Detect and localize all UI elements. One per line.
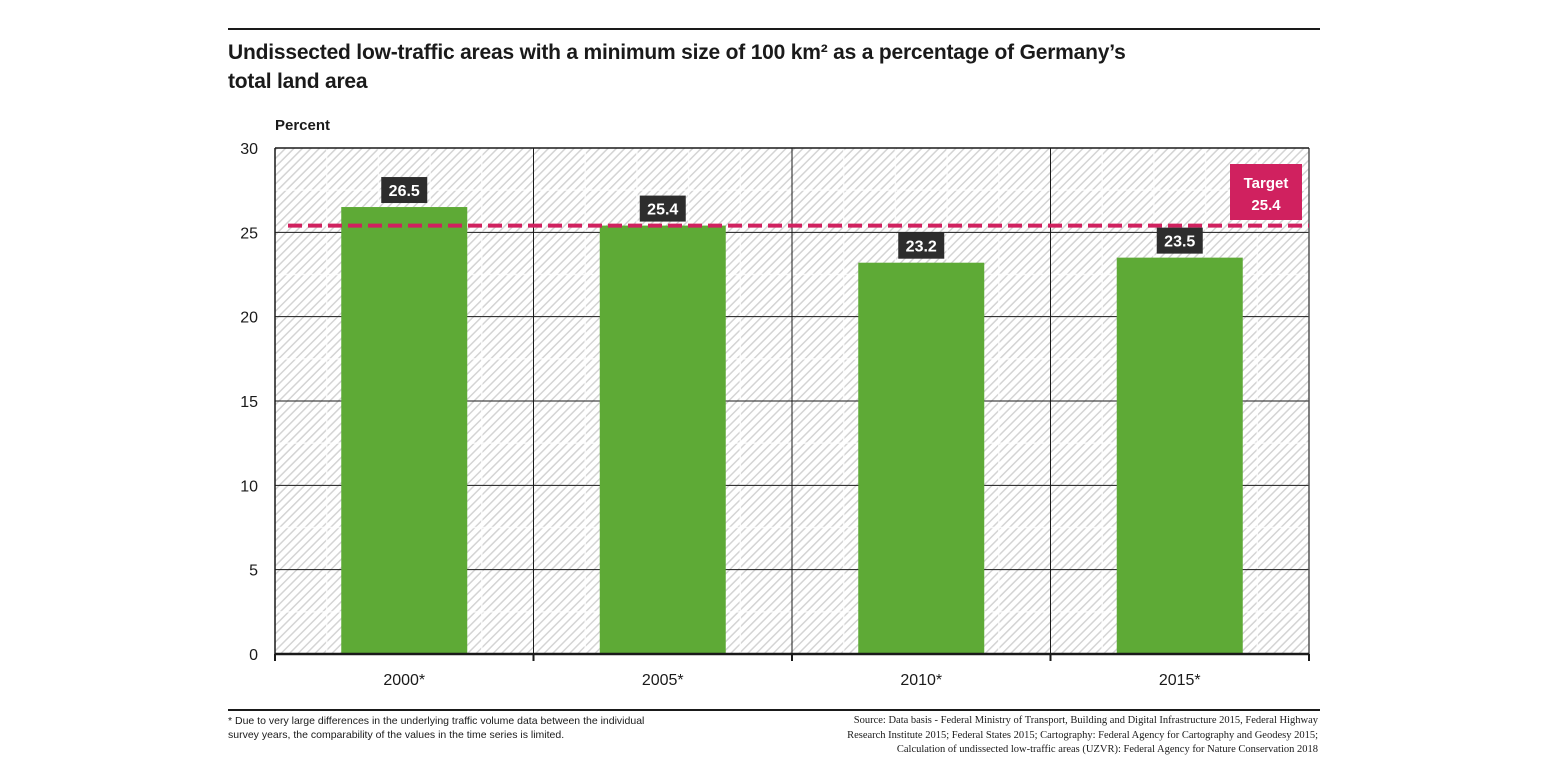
- y-tick-labels: 0 5 10 15 20 25 30: [240, 141, 258, 664]
- data-label: 23.5: [1164, 234, 1195, 251]
- bar-2010: [858, 262, 985, 654]
- bottom-rule: [228, 709, 1320, 711]
- y-tick-label: 5: [249, 563, 258, 580]
- y-tick-label: 0: [249, 647, 258, 664]
- chart-title-line-2: total land area: [228, 70, 368, 93]
- chart-title: Undissected low-traffic areas with a min…: [228, 38, 1228, 96]
- bar-2000: [341, 207, 468, 655]
- chart-title-line-1: Undissected low-traffic areas with a min…: [228, 41, 1126, 64]
- x-tick-label: 2010*: [900, 672, 942, 689]
- y-tick-label: 30: [240, 141, 258, 158]
- target-label-box: [1230, 164, 1302, 220]
- top-rule: [228, 28, 1320, 30]
- x-tick-label: 2015*: [1159, 672, 1201, 689]
- y-tick-label: 20: [240, 310, 258, 327]
- y-tick-label: 25: [240, 225, 258, 242]
- x-tick-label: 2000*: [383, 672, 425, 689]
- data-label-box: [898, 232, 945, 259]
- bar-2005: [599, 225, 726, 654]
- source-line-2: Research Institute 2015; Federal States …: [847, 729, 1318, 741]
- bars: [341, 207, 1243, 655]
- x-tick-labels: 2000* 2005* 2010* 2015*: [383, 672, 1200, 689]
- data-label-box: [639, 195, 686, 222]
- footnote-line-2: survey years, the comparability of the v…: [228, 729, 565, 741]
- data-label-box: [381, 177, 428, 204]
- y-tick-label: 15: [240, 394, 258, 411]
- data-label: 25.4: [647, 202, 678, 219]
- target-label-title: Target: [1244, 175, 1289, 192]
- bar-2015: [1116, 257, 1243, 654]
- data-label: 23.2: [906, 239, 937, 256]
- y-tick-label: 10: [240, 478, 258, 495]
- target-line-group: Target 25.4: [288, 164, 1309, 228]
- y-axis-label: Percent: [275, 117, 331, 134]
- source-note: Source: Data basis - Federal Ministry of…: [718, 714, 1318, 758]
- footnote: * Due to very large differences in the u…: [228, 714, 748, 742]
- source-line-1: Source: Data basis - Federal Ministry of…: [853, 715, 1318, 726]
- axes: [274, 147, 1310, 661]
- data-labels: 26.5 25.4 23.2 23.5: [381, 177, 1203, 259]
- source-line-3: Calculation of undissected low-traffic a…: [896, 744, 1318, 755]
- data-label-box: [1156, 227, 1203, 254]
- data-label: 26.5: [389, 183, 420, 200]
- category-dividers: [533, 148, 1310, 654]
- target-label-value: 25.4: [1251, 197, 1281, 214]
- footnote-line-1: * Due to very large differences in the u…: [228, 715, 645, 727]
- x-tick-label: 2005*: [642, 672, 684, 689]
